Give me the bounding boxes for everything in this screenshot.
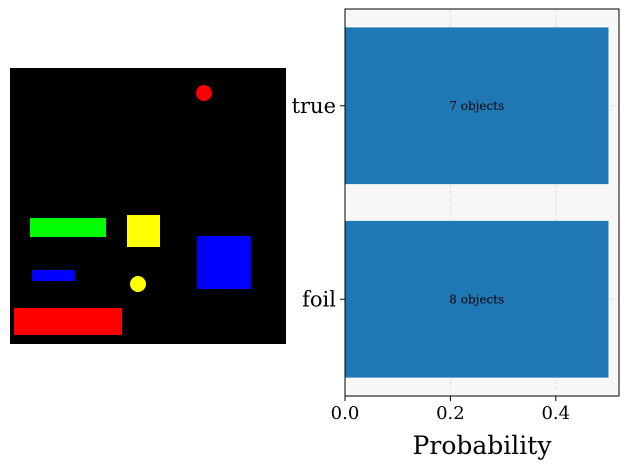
x-tick-label: 0.0: [331, 403, 360, 424]
y-tick-group: true foil: [292, 94, 345, 311]
scene-background: [10, 68, 286, 344]
bar-label-true: 7 objects: [449, 99, 504, 113]
x-tick-group: 0.0 0.2 0.4: [331, 396, 570, 424]
y-tick-label-foil: foil: [302, 287, 336, 311]
scene-green-rect: [30, 218, 106, 237]
bar-foil: [345, 220, 609, 378]
y-tick-label-true: true: [292, 94, 336, 118]
x-axis-label: Probability: [413, 431, 553, 460]
bar-label-foil: 8 objects: [449, 292, 504, 306]
scene-yellow-circle: [130, 276, 146, 292]
scene-image: [10, 68, 286, 344]
scene-red-rect: [14, 308, 122, 335]
bar-true: [345, 27, 609, 185]
bar-labels-group: 7 objects 8 objects: [449, 99, 504, 307]
bars-group: [345, 27, 609, 378]
scene-blue-rect: [32, 270, 75, 281]
x-tick-label: 0.4: [541, 403, 570, 424]
scene-blue-square: [197, 236, 251, 289]
scene-yellow-square: [127, 215, 160, 247]
scene-red-circle: [196, 85, 212, 101]
x-tick-label: 0.2: [436, 403, 465, 424]
plot-frame: [344, 8, 620, 397]
